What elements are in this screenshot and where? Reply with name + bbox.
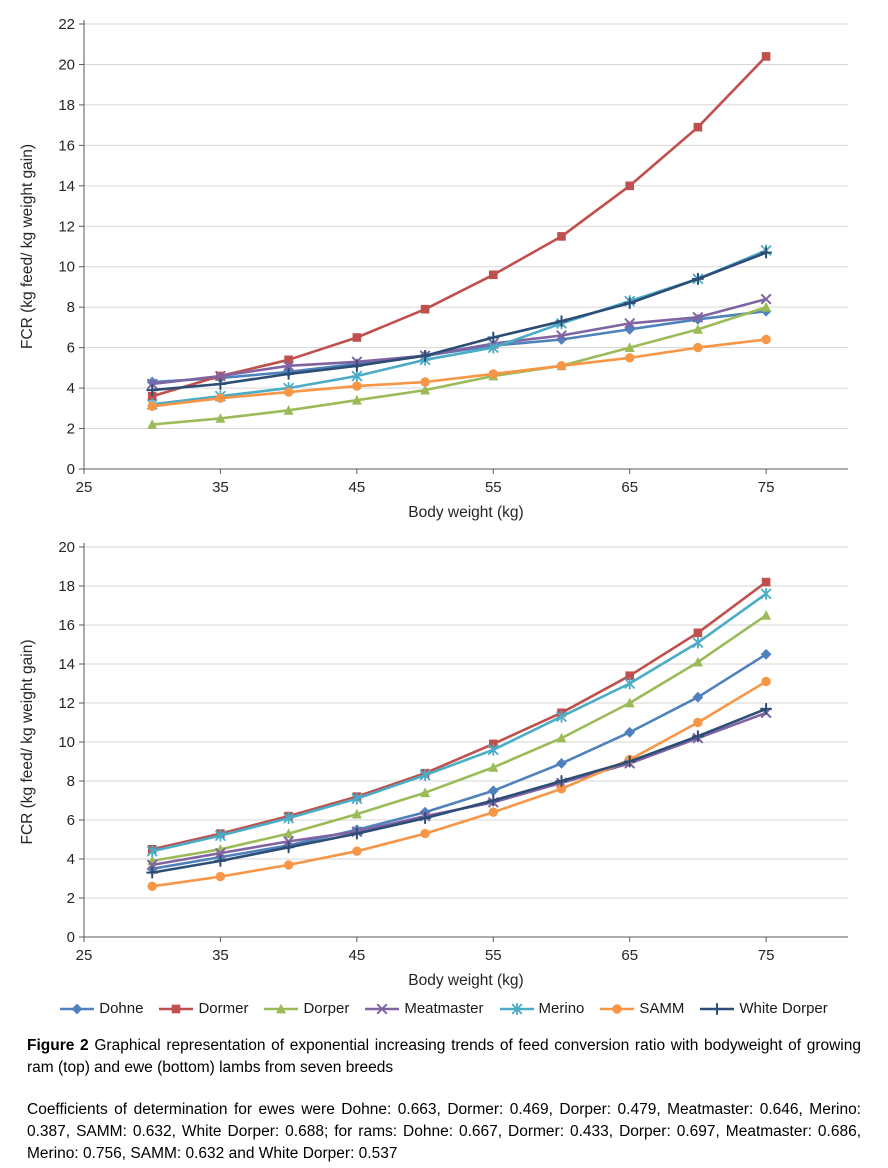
legend-item-samm: SAMM xyxy=(600,1000,684,1017)
figure-caption-label: Figure 2 xyxy=(27,1037,89,1054)
svg-text:4: 4 xyxy=(67,380,75,397)
svg-text:12: 12 xyxy=(58,695,75,712)
chart-rams: 0 2 4 6 8 10 12 14 16 18 20 22 25 35 45 55 65 75 Body weig… xyxy=(19,16,848,521)
coefficients-paragraph: Coefficients of determination for ewes w… xyxy=(27,1101,861,1162)
svg-text:20: 20 xyxy=(58,56,75,73)
legend-item-dormer: Dormer xyxy=(159,1000,248,1017)
svg-text:55: 55 xyxy=(485,947,502,964)
diamond-marker-icon xyxy=(60,1003,95,1014)
svg-text:14: 14 xyxy=(58,178,75,195)
svg-text:Body weight (kg): Body weight (kg) xyxy=(408,504,523,521)
svg-text:65: 65 xyxy=(621,479,638,496)
svg-text:75: 75 xyxy=(758,947,775,964)
legend-item-label: Merino xyxy=(538,1000,585,1017)
svg-text:10: 10 xyxy=(58,734,75,751)
svg-text:16: 16 xyxy=(58,137,75,154)
square-marker-icon xyxy=(159,1004,194,1013)
svg-text:14: 14 xyxy=(58,656,75,673)
svg-text:45: 45 xyxy=(349,947,366,964)
svg-text:75: 75 xyxy=(758,479,775,496)
plus-marker-icon xyxy=(700,1002,735,1015)
svg-text:2: 2 xyxy=(67,421,75,438)
svg-text:4: 4 xyxy=(67,851,75,868)
figure-caption: Figure 2 Graphical representation of exp… xyxy=(27,1035,861,1079)
svg-text:FCR (kg feed/ kg weight gain): FCR (kg feed/ kg weight gain) xyxy=(19,144,36,349)
circle-marker-icon xyxy=(600,1003,635,1014)
chart-legend: Dohne Dormer Dorper Meatmaster Merino SAMM Whi… xyxy=(0,1000,888,1017)
svg-text:25: 25 xyxy=(76,947,93,964)
legend-item-dohne: Dohne xyxy=(60,1000,143,1017)
svg-text:16: 16 xyxy=(58,617,75,634)
triangle-marker-icon xyxy=(264,1003,299,1013)
svg-text:6: 6 xyxy=(67,340,75,357)
svg-text:FCR (kg feed/ kg weight gain): FCR (kg feed/ kg weight gain) xyxy=(19,639,36,844)
svg-text:55: 55 xyxy=(485,479,502,496)
svg-text:0: 0 xyxy=(67,929,75,946)
legend-item-label: White Dorper xyxy=(739,1000,828,1017)
svg-text:35: 35 xyxy=(212,947,229,964)
legend-item-label: Meatmaster xyxy=(404,1000,484,1017)
svg-text:35: 35 xyxy=(212,479,229,496)
legend-item-meatmaster: Meatmaster xyxy=(365,1000,484,1017)
legend-item-white-dorper: White Dorper xyxy=(700,1000,828,1017)
svg-text:45: 45 xyxy=(349,479,366,496)
svg-text:65: 65 xyxy=(621,947,638,964)
x-marker-icon xyxy=(365,1003,400,1014)
svg-text:Body weight (kg): Body weight (kg) xyxy=(408,972,523,989)
legend-item-label: SAMM xyxy=(639,1000,685,1017)
svg-text:10: 10 xyxy=(58,259,75,276)
svg-text:22: 22 xyxy=(58,16,75,33)
svg-text:6: 6 xyxy=(67,812,75,829)
svg-text:20: 20 xyxy=(58,539,75,556)
figure-caption-text: Graphical representation of exponential … xyxy=(27,1037,861,1076)
svg-text:18: 18 xyxy=(58,578,75,595)
svg-text:8: 8 xyxy=(67,773,75,790)
legend-item-label: Dorper xyxy=(303,1000,350,1017)
svg-text:2: 2 xyxy=(67,890,75,907)
legend-item-label: Dohne xyxy=(99,1000,144,1017)
svg-text:25: 25 xyxy=(76,479,93,496)
chart-ewes: 0 2 4 6 8 10 12 14 16 18 20 25 35 45 55 65 75 Body weight… xyxy=(19,539,848,989)
svg-text:8: 8 xyxy=(67,299,75,316)
svg-text:0: 0 xyxy=(67,461,75,478)
asterisk-marker-icon xyxy=(499,1002,534,1015)
svg-text:12: 12 xyxy=(58,218,75,235)
legend-item-dorper: Dorper xyxy=(264,1000,349,1017)
svg-text:18: 18 xyxy=(58,97,75,114)
legend-item-label: Dormer xyxy=(198,1000,249,1017)
legend-item-merino: Merino xyxy=(499,1000,585,1017)
figure-charts: 0 2 4 6 8 10 12 14 16 18 20 22 25 35 45 55 65 75 Body weig… xyxy=(0,6,888,1017)
